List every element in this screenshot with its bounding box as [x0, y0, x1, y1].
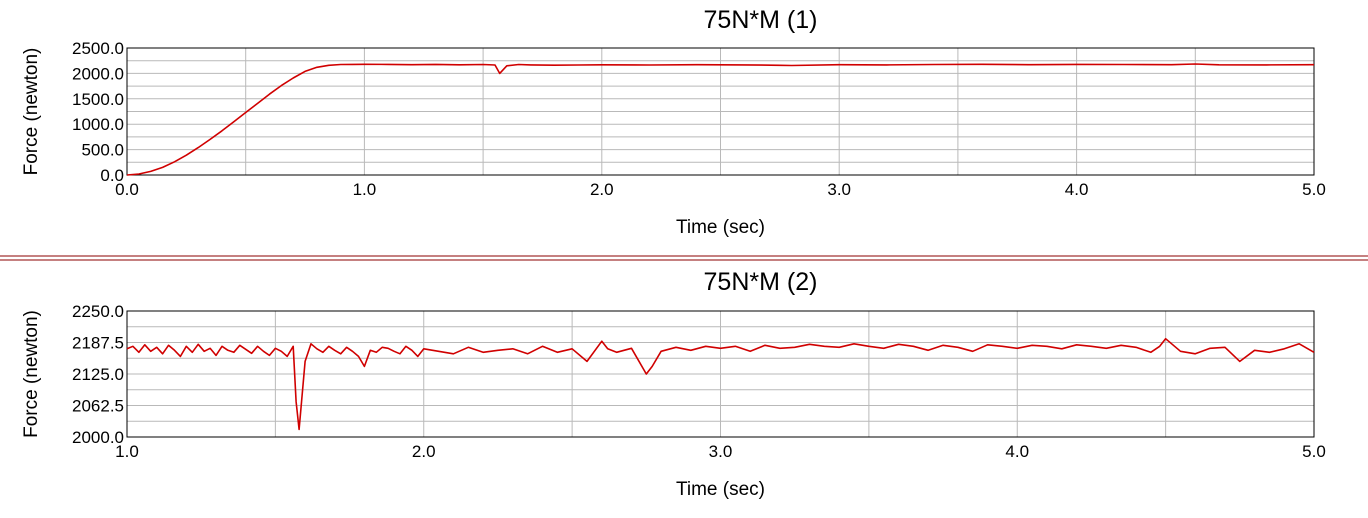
- chart-2-x-tick-label: 5.0: [1302, 442, 1326, 461]
- chart-2-x-tick-label: 2.0: [412, 442, 436, 461]
- chart-2-y-tick-label: 2250.0: [72, 302, 124, 321]
- chart-2-series-line: [126, 337, 1315, 431]
- chart-1-x-tick-label: 4.0: [1065, 180, 1089, 199]
- chart-1-title: 75N*M (1): [704, 6, 818, 34]
- chart-1-y-tick-label: 1500.0: [72, 90, 124, 109]
- chart-1-y-axis-label: Force (newton): [21, 48, 42, 176]
- chart-2-plot-frame: [126, 310, 1315, 438]
- chart-2-x-tick-label: 3.0: [709, 442, 733, 461]
- chart-1-series-line: [126, 63, 1315, 176]
- chart-1-x-tick-label: 0.0: [115, 180, 139, 199]
- chart-1-x-axis-label: Time (sec): [676, 217, 765, 238]
- chart-1-x-tick-label: 2.0: [590, 180, 614, 199]
- chart-2-y-tick-label: 2187.5: [72, 334, 124, 353]
- chart-2-x-axis-label: Time (sec): [676, 479, 765, 500]
- chart-1-y-tick-label: 500.0: [81, 141, 124, 160]
- chart-1-plot-frame: [126, 47, 1315, 176]
- chart-1-x-tick-label: 3.0: [827, 180, 851, 199]
- chart-2-x-tick-label: 1.0: [115, 442, 139, 461]
- chart-2-x-tick-label: 4.0: [1005, 442, 1029, 461]
- chart-2-y-tick-label: 2125.0: [72, 365, 124, 384]
- chart-1-y-tick-label: 1000.0: [72, 115, 124, 134]
- chart-1-x-tick-label: 5.0: [1302, 180, 1326, 199]
- chart-1-y-tick-label: 2000.0: [72, 64, 124, 83]
- chart-2-y-tick-label: 2000.0: [72, 428, 124, 447]
- chart-1-y-tick-label: 2500.0: [72, 39, 124, 58]
- chart-2-y-tick-label: 2062.5: [72, 397, 124, 416]
- chart-2-title: 75N*M (2): [704, 268, 818, 296]
- chart-2-y-axis-label: Force (newton): [21, 310, 42, 438]
- chart-1-x-tick-label: 1.0: [353, 180, 377, 199]
- chart-1-y-tick-label: 0.0: [100, 166, 124, 185]
